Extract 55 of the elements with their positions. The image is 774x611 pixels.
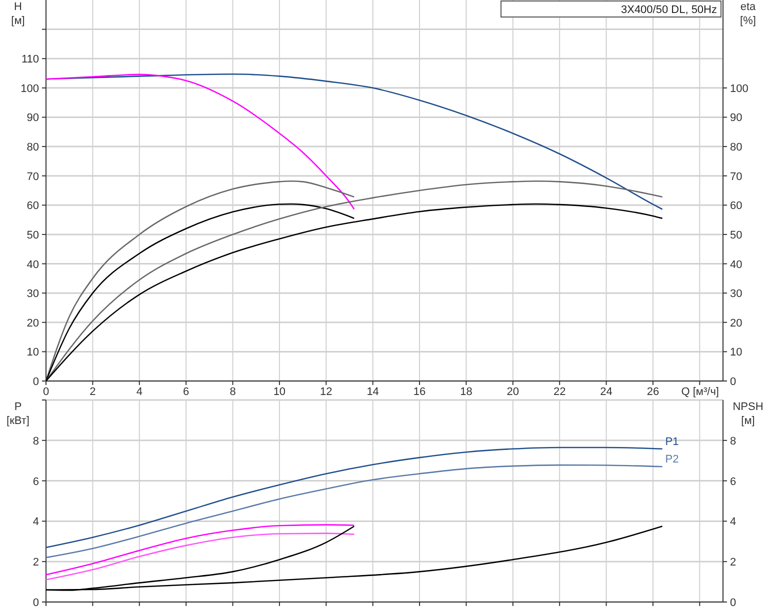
y-tick-label: 10 xyxy=(26,346,39,359)
y-tick-label: 0 xyxy=(32,376,39,388)
y-tick-label: 2 xyxy=(32,556,39,569)
y2-tick-label: 60 xyxy=(730,200,742,212)
series-label: P1 xyxy=(665,436,679,448)
y2-axis-title: NPSH [м] xyxy=(732,401,764,427)
y-tick-label: 80 xyxy=(26,142,39,154)
y-tick-label: 30 xyxy=(26,288,39,300)
series-label: P2 xyxy=(665,454,679,466)
chart-title: 3X400/50 DL, 50Hz xyxy=(620,4,717,16)
y2-tick-label: 30 xyxy=(730,288,742,300)
y2-tick-label: 100 xyxy=(730,82,748,95)
y-tick-label: 8 xyxy=(32,435,39,448)
y2-tick-label: 0 xyxy=(730,597,736,609)
y2-tick-label: 80 xyxy=(730,142,742,154)
y-tick-label: 110 xyxy=(21,54,39,66)
x-tick-label: 6 xyxy=(183,386,190,398)
y2-tick-label: 50 xyxy=(730,229,742,242)
y-tick-label: 0 xyxy=(32,597,39,609)
y-tick-label: 6 xyxy=(32,476,39,488)
y2-axis-title: eta [%] xyxy=(740,1,757,27)
x-tick-label: 14 xyxy=(366,386,379,398)
y2-tick-label: 20 xyxy=(730,317,742,330)
y2-tick-label: 4 xyxy=(730,516,736,528)
y2-tick-label: 2 xyxy=(730,556,736,569)
y-tick-label: 90 xyxy=(26,112,39,124)
y-tick-label: 40 xyxy=(26,258,39,271)
y-axis-title: P [кВт] xyxy=(6,401,30,427)
y-tick-label: 100 xyxy=(20,82,39,95)
y-tick-label: 4 xyxy=(32,516,39,528)
y2-tick-label: 70 xyxy=(730,170,742,183)
x-tick-label: 12 xyxy=(320,386,332,398)
x-tick-label: 22 xyxy=(553,386,566,398)
x-tick-label: 8 xyxy=(230,386,236,398)
x-tick-label: 24 xyxy=(600,386,612,398)
x-tick-label: 10 xyxy=(273,386,286,398)
x-tick-label: 0 xyxy=(42,386,50,398)
x-tick-label: 26 xyxy=(646,386,660,398)
x-axis-title: Q [м³/ч] xyxy=(681,386,719,398)
y2-tick-label: 6 xyxy=(730,476,736,488)
x-tick-label: 16 xyxy=(413,386,426,398)
x-tick-label: 2 xyxy=(90,386,96,398)
y2-tick-label: 8 xyxy=(730,435,736,448)
x-tick-label: 4 xyxy=(136,386,142,398)
y2-tick-label: 90 xyxy=(730,112,742,124)
x-tick-label: 20 xyxy=(506,386,520,398)
y-tick-label: 70 xyxy=(26,170,39,183)
y2-tick-label: 10 xyxy=(730,346,742,359)
y-tick-label: 60 xyxy=(26,200,39,212)
y-axis-title: H [м] xyxy=(11,1,25,27)
y-tick-label: 50 xyxy=(26,229,39,242)
y-tick-label: 20 xyxy=(26,317,39,330)
y2-tick-label: 40 xyxy=(730,258,742,271)
x-tick-label: 18 xyxy=(460,386,472,398)
y2-tick-label: 0 xyxy=(730,376,736,388)
